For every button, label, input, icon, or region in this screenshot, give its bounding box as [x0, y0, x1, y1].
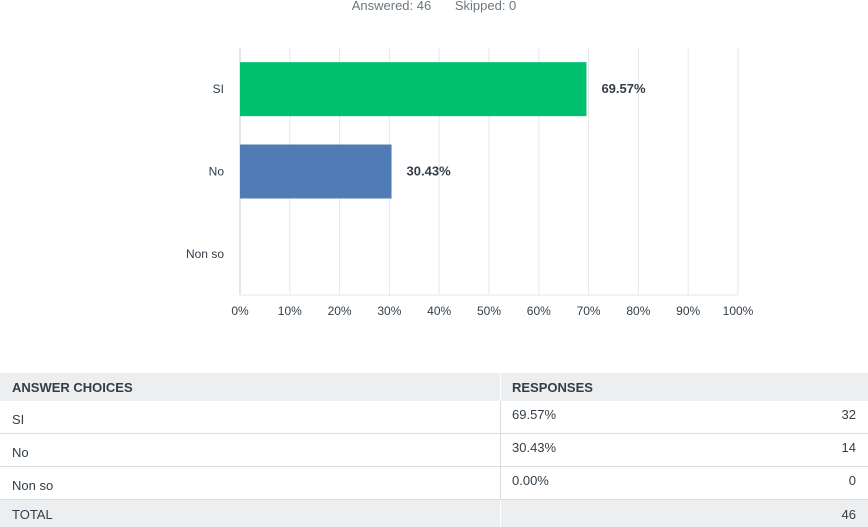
- x-tick-label: 40%: [427, 304, 451, 318]
- total-label: TOTAL: [12, 507, 53, 522]
- category-label: Non so: [186, 247, 224, 261]
- answered-count: Answered: 46: [351, 0, 432, 13]
- column-divider: [500, 500, 501, 527]
- total-count: 46: [841, 507, 856, 522]
- x-tick-label: 0%: [231, 304, 249, 318]
- table-row: Non so 0.00% 0: [0, 467, 868, 500]
- category-label: SI: [213, 82, 224, 96]
- row-choice: Non so: [12, 478, 54, 493]
- category-label: No: [209, 165, 225, 179]
- bar-chart: 0% 10% 20% 30% 40% 50% 60% 70% 80% 90% 100% SI 69.57…: [186, 48, 754, 318]
- x-tick-label: 30%: [377, 304, 401, 318]
- table-row: SI 69.57% 32: [0, 401, 868, 434]
- x-tick-label: 70%: [577, 304, 601, 318]
- bar: [240, 62, 587, 117]
- table-row: No 30.43% 14: [0, 434, 868, 467]
- response-summary: Answered: 46 Skipped: 0: [0, 0, 868, 14]
- bar: [240, 144, 392, 199]
- row-count: 14: [841, 440, 856, 455]
- x-tick-label: 50%: [477, 304, 501, 318]
- skipped-count: Skipped: 0: [454, 0, 517, 13]
- x-tick-label: 100%: [723, 304, 754, 318]
- row-percent: 69.57%: [512, 407, 557, 422]
- row-choice: No: [12, 445, 29, 460]
- responses-header: RESPONSES: [512, 380, 593, 395]
- answer-choices-header: ANSWER CHOICES: [12, 380, 133, 395]
- x-tick-label: 80%: [626, 304, 650, 318]
- column-divider: [500, 373, 501, 401]
- row-percent: 30.43%: [512, 440, 557, 455]
- x-tick-label: 10%: [278, 304, 302, 318]
- table-header-row: ANSWER CHOICES RESPONSES: [0, 373, 868, 401]
- x-tick-label: 60%: [527, 304, 551, 318]
- column-divider: [500, 434, 501, 466]
- data-label: 69.57%: [601, 81, 646, 96]
- row-percent: 0.00%: [512, 473, 549, 488]
- responses-table: ANSWER CHOICES RESPONSES SI 69.57% 32 No…: [0, 373, 868, 527]
- data-label: 30.43%: [407, 164, 452, 179]
- row-choice: SI: [12, 412, 25, 427]
- row-count: 32: [841, 407, 856, 422]
- table-total-row: TOTAL 46: [0, 500, 868, 527]
- column-divider: [500, 467, 501, 499]
- row-count: 0: [848, 473, 856, 488]
- column-divider: [500, 401, 501, 433]
- x-tick-label: 20%: [328, 304, 352, 318]
- x-tick-label: 90%: [676, 304, 700, 318]
